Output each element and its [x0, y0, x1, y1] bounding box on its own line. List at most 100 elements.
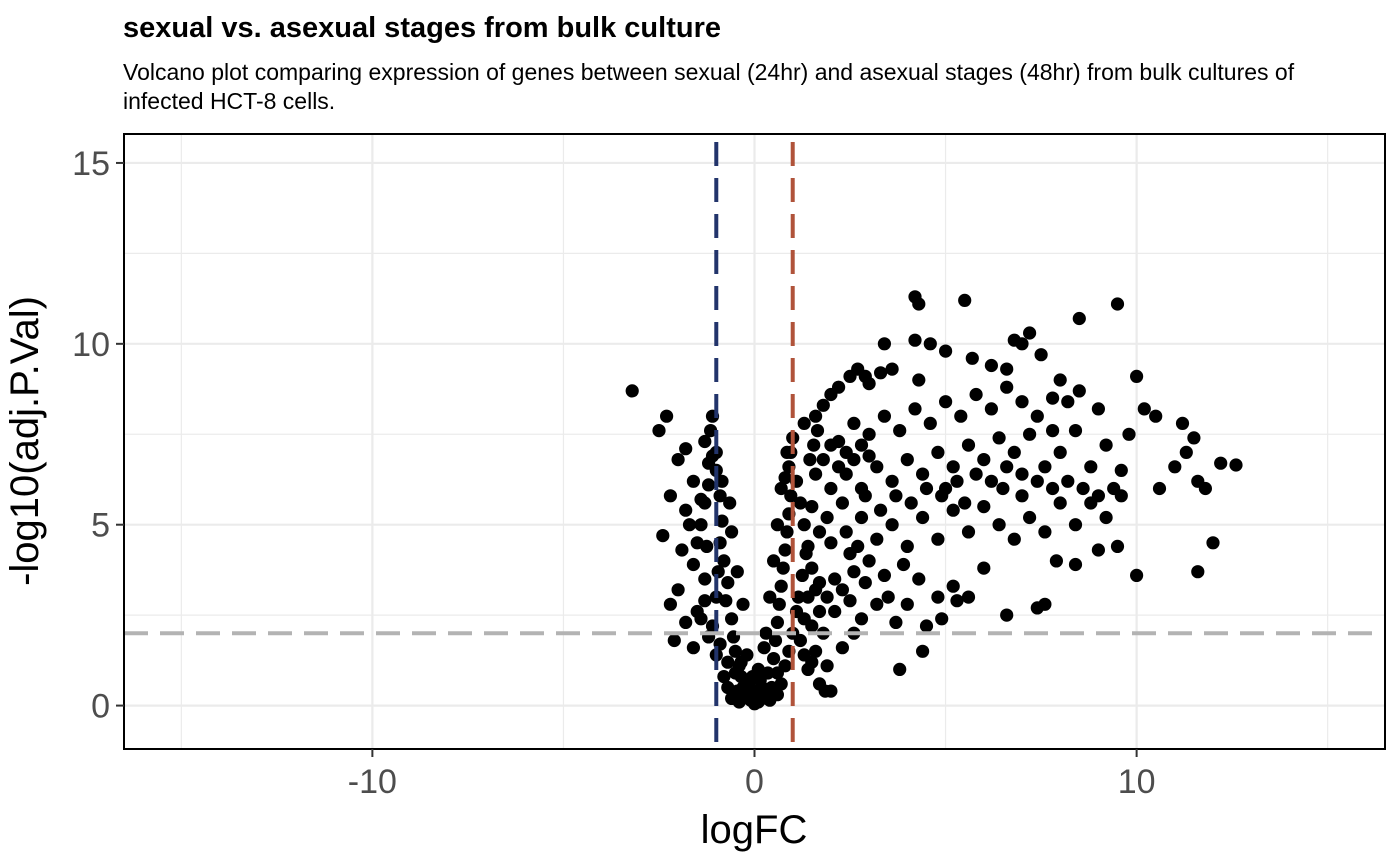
data-point — [992, 518, 1006, 532]
data-point — [1084, 460, 1098, 474]
data-point — [723, 496, 737, 510]
data-point — [881, 590, 895, 604]
data-point — [1068, 424, 1083, 438]
data-point — [690, 536, 704, 550]
data-point — [757, 641, 771, 655]
data-point — [694, 612, 708, 626]
data-point — [961, 438, 976, 452]
data-point — [847, 565, 861, 579]
data-point — [858, 489, 872, 503]
data-point — [950, 594, 964, 608]
data-point — [900, 539, 914, 554]
data-point — [652, 424, 666, 438]
data-point — [1053, 445, 1067, 459]
data-point — [908, 333, 922, 347]
data-point — [772, 597, 786, 611]
y-axis-label: -log10(adj.P.Val) — [3, 296, 47, 586]
data-point — [870, 532, 884, 546]
data-point — [900, 597, 914, 611]
data-point — [820, 590, 834, 604]
data-point — [1038, 525, 1052, 539]
data-point — [931, 532, 945, 546]
data-point — [625, 384, 639, 398]
data-point — [1110, 539, 1125, 554]
data-point — [1015, 467, 1029, 481]
data-point — [679, 503, 693, 517]
data-point — [686, 641, 701, 655]
data-point — [977, 561, 991, 575]
data-point — [721, 576, 735, 590]
data-point — [1091, 402, 1105, 416]
data-point — [877, 337, 892, 351]
data-point — [1000, 460, 1014, 474]
data-point — [812, 604, 827, 619]
data-point — [885, 518, 899, 532]
data-point — [824, 684, 838, 698]
data-point — [770, 615, 785, 630]
data-point — [698, 572, 712, 586]
data-point — [847, 416, 861, 430]
data-point — [874, 366, 888, 380]
data-point — [1114, 463, 1128, 477]
data-point — [835, 641, 850, 655]
data-point — [1099, 438, 1113, 452]
data-point — [946, 579, 960, 593]
data-point — [1130, 369, 1144, 383]
data-point — [923, 416, 937, 430]
data-point — [984, 358, 999, 373]
data-point — [717, 554, 731, 568]
y-tick-label: 10 — [72, 326, 110, 364]
data-point — [939, 395, 953, 409]
data-point — [1053, 373, 1067, 387]
data-point — [671, 583, 685, 597]
data-point — [824, 481, 838, 496]
data-point — [904, 496, 918, 510]
data-point — [931, 445, 945, 459]
data-point — [862, 427, 876, 441]
data-point — [717, 670, 731, 684]
data-point — [984, 402, 999, 416]
data-point — [776, 561, 790, 575]
data-point — [812, 576, 827, 590]
data-point — [704, 424, 718, 438]
data-point — [885, 474, 899, 488]
data-point — [870, 460, 884, 474]
data-point — [946, 460, 960, 474]
data-point — [984, 474, 999, 488]
data-point — [889, 489, 903, 503]
data-point — [805, 655, 819, 669]
data-point — [1191, 565, 1205, 579]
data-point — [1015, 489, 1029, 503]
data-point — [1076, 481, 1090, 496]
data-point — [870, 597, 884, 611]
data-point — [996, 481, 1010, 496]
data-point — [1107, 481, 1121, 496]
data-point — [1000, 362, 1014, 376]
data-point — [832, 380, 846, 394]
y-tick-label: 0 — [91, 688, 110, 726]
data-point — [784, 489, 798, 503]
data-point — [1061, 474, 1075, 488]
data-point — [1072, 311, 1086, 326]
data-point — [801, 590, 815, 604]
data-point — [1000, 608, 1014, 622]
data-point — [738, 689, 752, 704]
data-point — [893, 424, 907, 438]
data-point — [828, 604, 842, 619]
data-point — [725, 612, 739, 626]
data-point — [671, 453, 685, 467]
data-point — [721, 655, 735, 669]
data-point — [797, 416, 811, 430]
x-tick-label: -10 — [348, 763, 397, 801]
data-point — [900, 453, 914, 467]
data-point — [805, 500, 819, 514]
data-point — [686, 474, 701, 488]
data-point — [935, 489, 949, 503]
data-point — [877, 568, 892, 583]
data-point — [805, 619, 819, 633]
data-point — [1175, 416, 1190, 430]
data-point — [908, 402, 922, 416]
y-tick-label: 15 — [72, 145, 110, 183]
data-point — [759, 626, 773, 640]
data-point — [809, 467, 823, 481]
